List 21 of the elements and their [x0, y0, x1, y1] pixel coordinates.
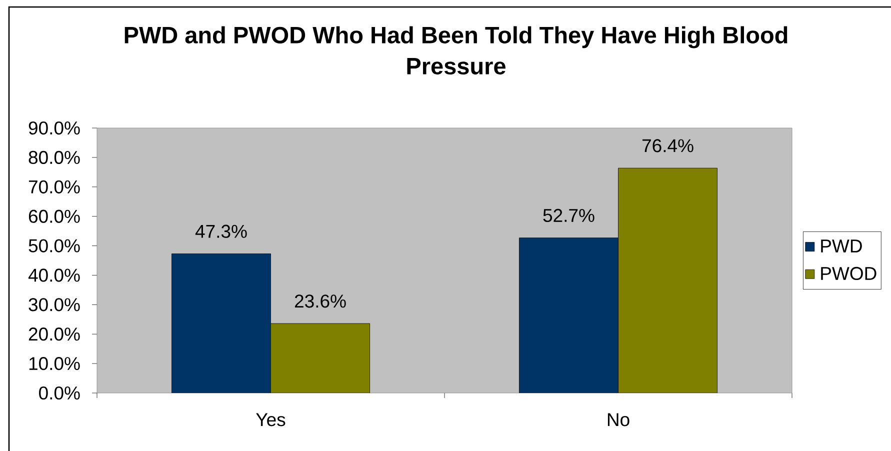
data-label: 76.4% — [642, 139, 694, 152]
data-label: 52.7% — [543, 208, 594, 222]
y-tick-label: 0.0% — [39, 386, 80, 400]
y-tick-label: 30.0% — [28, 298, 80, 312]
chart-title: PWD and PWOD Who Had Been Told They Have High Blood Pressure — [124, 26, 788, 74]
bar — [172, 254, 271, 393]
y-tick-label: 40.0% — [28, 268, 80, 282]
bar — [519, 238, 618, 393]
x-tick-label: Yes — [256, 413, 286, 426]
data-label: 47.3% — [195, 224, 247, 238]
y-tick-label: 20.0% — [28, 328, 80, 341]
legend-label: PWD — [821, 240, 862, 252]
x-tick-label: No — [608, 413, 630, 426]
y-tick-label: 90.0% — [28, 121, 80, 135]
legend-label: PWOD — [821, 266, 876, 280]
y-tick-label: 70.0% — [28, 180, 80, 194]
y-tick-label: 10.0% — [29, 357, 80, 370]
y-tick-label: 60.0% — [28, 210, 80, 223]
y-tick-label: 50.0% — [28, 239, 80, 252]
y-tick-label: 80.0% — [28, 150, 80, 164]
data-label: 23.6% — [294, 294, 346, 308]
